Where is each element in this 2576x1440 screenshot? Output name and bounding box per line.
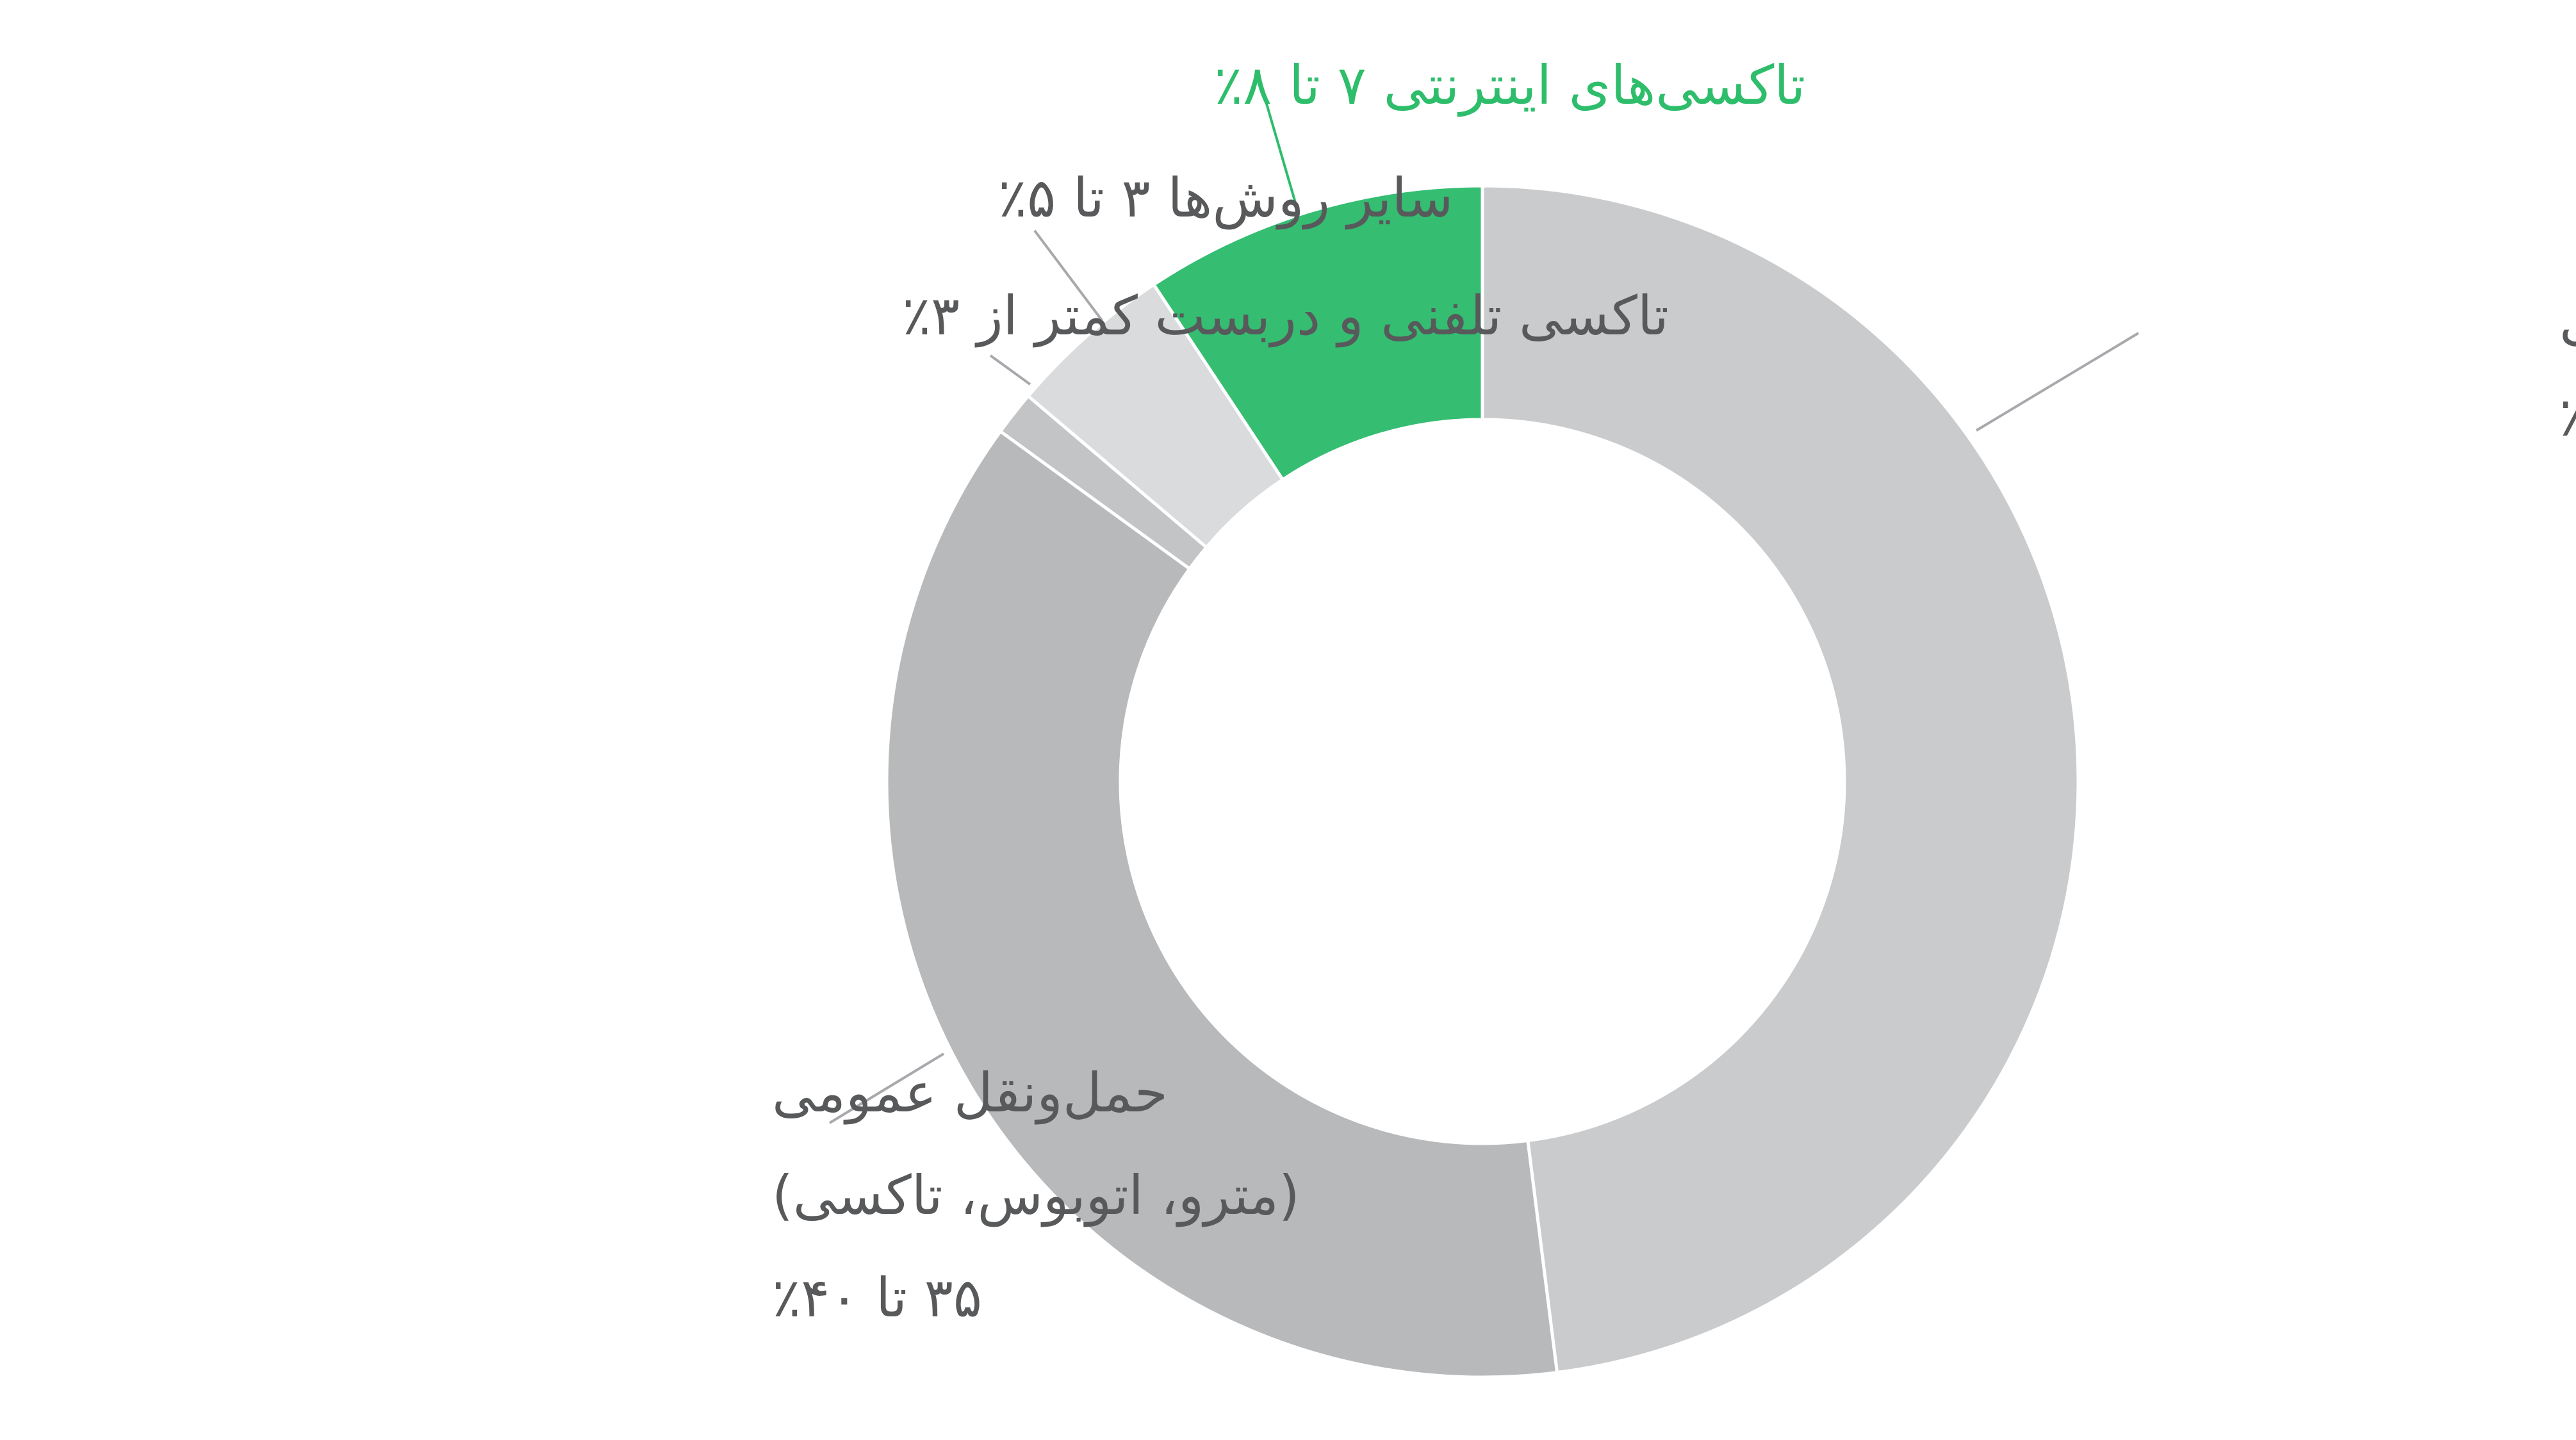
donut-slices [885,184,2080,1379]
leader-line-0 [1975,332,2140,432]
leader-line-1 [828,1052,945,1124]
donut-slice-0 [1481,184,2080,1375]
slice-label-0-line-0: حمل‌ونقل شخصی [2559,290,2576,353]
slice-label-4-line-0: تاکسی‌های اینترنتی ۷ تا ۸٪ [1214,54,1805,117]
donut-slice-4 [1151,184,1484,482]
slice-label-1-line-0: حمل‌ونقل عمومی [772,1061,1168,1125]
leader-line-3 [1033,229,1103,322]
slice-label-3-line-0: سایر روش‌ها ۳ تا ۵٪ [998,167,1453,230]
slice-labels: حمل‌ونقل شخصی ۴۵ تا ۵۰٪ حمل‌ونقل عمومی (متر… [772,54,2576,1329]
leader-lines [828,99,2140,1124]
slice-label-1-line-1: (مترو، اتوبوس، تاکسی) [772,1164,1300,1227]
slice-label-2-line-0: تاکسی تلفنی و دربست کمتر از ۳٪ [902,284,1669,348]
leader-line-4 [1264,99,1299,212]
leader-line-2 [989,354,1031,386]
slice-label-1-line-2: ۳۵ تا ۴۰٪ [772,1266,982,1329]
donut-slice-1 [885,429,1559,1379]
slice-label-0-line-1: ۴۵ تا ۵۰٪ [2559,386,2576,448]
